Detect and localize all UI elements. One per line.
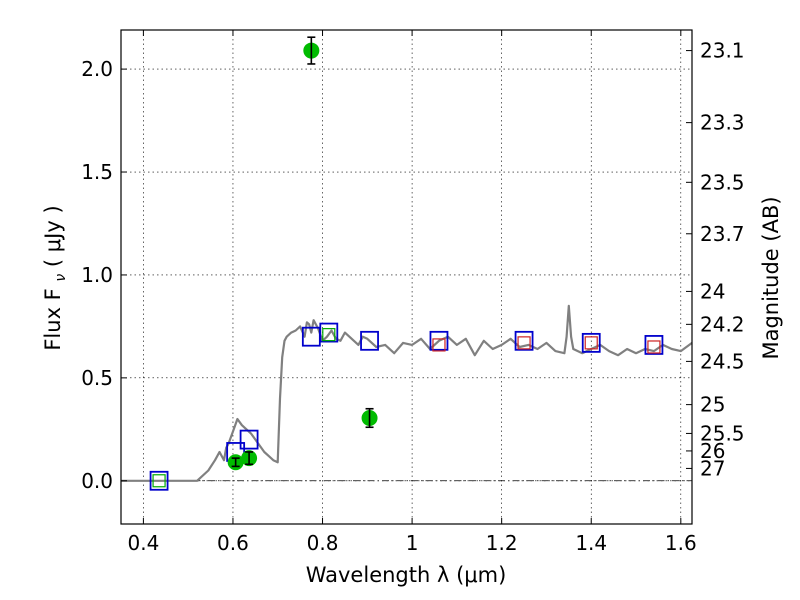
model-photometry-inner-square <box>647 340 661 354</box>
x-tick-label: 1 <box>406 531 419 555</box>
model-photometry-inner-square <box>584 336 598 350</box>
model-photometry-square <box>514 330 534 351</box>
x-tick-label: 0.4 <box>127 531 159 555</box>
y-axis-label-unit-space <box>41 267 65 274</box>
x-axis-ticks: 0.4 0.6 0.8 1 1.2 1.4 1.6 <box>127 30 697 555</box>
x-axis-label: Wavelength λ (μm) <box>306 563 507 587</box>
observed-photometry-points <box>227 36 378 471</box>
magnitude-tick-label: 24 <box>700 279 725 303</box>
x-tick-label: 0.6 <box>217 531 249 555</box>
y-axis-label-group: Flux F ν ( μJy ) <box>41 205 69 350</box>
x-tick-label: 1.2 <box>486 531 518 555</box>
x-tick-label: 0.8 <box>307 531 339 555</box>
model-photometry-square <box>239 429 259 450</box>
magnitude-tick-label: 27 <box>700 456 725 480</box>
model-photometry-square <box>149 470 169 491</box>
y-tick-label: 1.5 <box>81 160 113 184</box>
magnitude-axis-label: Magnitude (AB) <box>759 196 783 359</box>
plot-area <box>121 36 693 491</box>
magnitude-tick-label: 24.2 <box>700 312 745 336</box>
model-photometry-inner-square <box>322 328 336 342</box>
model-photometry-square <box>319 322 339 343</box>
axes-frame <box>120 29 693 525</box>
model-photometry-inner-square <box>432 338 446 352</box>
magnitude-tick-label: 25 <box>700 393 725 417</box>
y-axis-label-main: Flux F <box>41 288 65 350</box>
x-tick-label: 1.4 <box>575 531 607 555</box>
model-photometry-inner-squares <box>152 328 661 488</box>
model-photometry-inner-square <box>517 336 531 350</box>
x-tick-label: 1.6 <box>665 531 697 555</box>
magnitude-tick-label: 26 <box>700 439 725 463</box>
grid <box>121 30 692 524</box>
magnitude-tick-label: 23.1 <box>700 39 745 63</box>
magnitude-tick-label: 25.5 <box>700 421 745 445</box>
y-tick-label: 2.0 <box>81 57 113 81</box>
model-photometry-square <box>360 330 379 351</box>
model-photometry-inner-square <box>152 474 166 488</box>
y-axis-ticks: 0.0 0.5 1.0 1.5 2.0 <box>81 57 127 493</box>
model-photometry-squares <box>149 322 664 491</box>
magnitude-tick-label: 23.3 <box>700 111 745 135</box>
model-photometry-square <box>644 335 664 355</box>
magnitude-tick-label: 24.5 <box>700 349 745 373</box>
y-tick-label: 1.0 <box>81 263 113 287</box>
magnitude-tick-label: 23.7 <box>700 222 745 246</box>
model-photometry-square <box>581 332 601 353</box>
magnitude-tick-label: 23.5 <box>700 170 745 194</box>
model-photometry-square <box>429 330 449 351</box>
y-axis-label-subscript-base <box>41 282 65 289</box>
y-tick-label: 0.0 <box>81 469 113 493</box>
y-axis-label-unit: ( μJy ) <box>41 205 65 267</box>
y-axis-label: Flux F ν ( μJy ) <box>41 205 69 350</box>
y-axis-label-subscript: ν <box>53 274 69 282</box>
y-tick-label: 0.5 <box>81 366 113 390</box>
